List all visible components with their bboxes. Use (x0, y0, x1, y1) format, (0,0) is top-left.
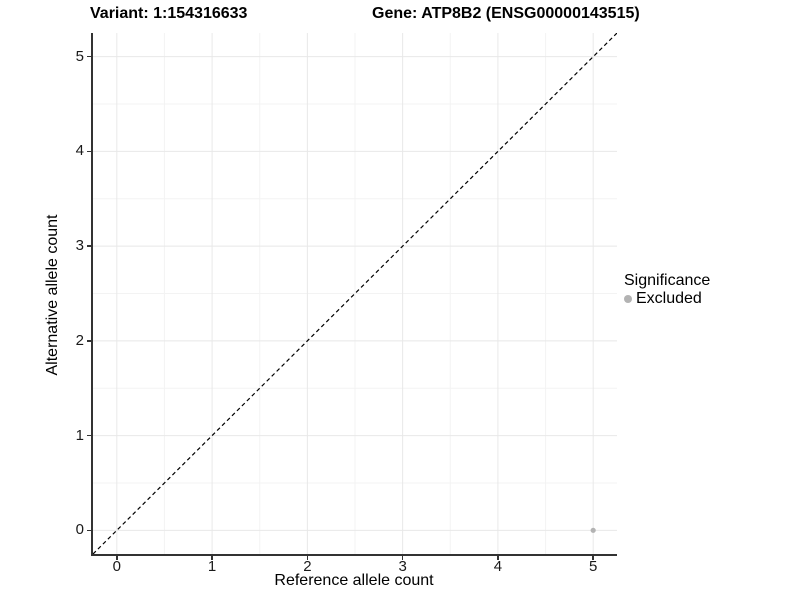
data-point (590, 527, 596, 533)
y-tick-label: 0 (75, 521, 84, 539)
x-tick-label: 5 (589, 558, 598, 575)
y-tick-label: 3 (75, 237, 84, 255)
x-tick-label: 4 (493, 558, 503, 575)
x-tick-mark (211, 556, 213, 560)
plot-panel (91, 33, 617, 556)
legend-entry-excluded: Excluded (624, 290, 710, 307)
legend-point-icon (624, 294, 632, 303)
x-tick-label: 3 (398, 558, 407, 575)
plot-area-svg (93, 33, 617, 554)
x-tick-mark (306, 556, 309, 560)
legend: Significance Excluded (624, 272, 710, 307)
y-tick-mark (87, 529, 91, 532)
plot-title-gene: Gene: ATP8B2 (ENSG00000143515) (372, 5, 640, 22)
x-tick-label: 0 (112, 558, 121, 575)
legend-entry-label: Excluded (636, 290, 702, 307)
x-tick-mark (401, 556, 404, 560)
x-tick-mark (592, 556, 594, 560)
plot-title-variant: Variant: 1:154316633 (90, 5, 248, 22)
y-tick-mark (87, 245, 91, 247)
y-tick-mark (87, 55, 91, 58)
y-tick-mark (87, 150, 91, 153)
y-tick-label: 2 (75, 331, 84, 349)
x-tick-label: 1 (207, 558, 217, 575)
x-tick-mark (116, 556, 118, 560)
y-tick-label: 4 (75, 142, 84, 160)
y-tick-label: 1 (75, 426, 84, 444)
y-tick-label: 5 (75, 47, 84, 65)
legend-title: Significance (624, 272, 711, 289)
x-axis-title: Reference allele count (274, 572, 434, 589)
y-tick-mark (87, 340, 91, 342)
x-tick-label: 2 (303, 558, 312, 575)
y-tick-mark (87, 434, 91, 437)
y-axis-title: Alternative allele count (44, 214, 61, 376)
x-tick-mark (497, 556, 499, 560)
